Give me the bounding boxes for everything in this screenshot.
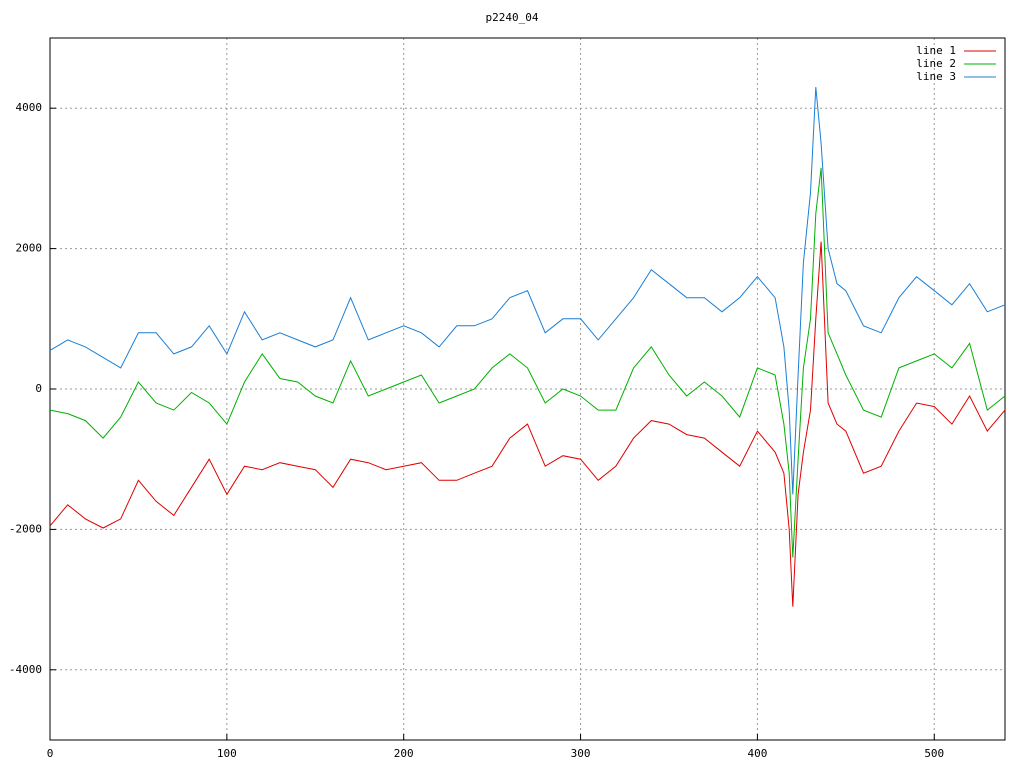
x-tick-label: 400	[747, 747, 767, 760]
plot-border	[49, 37, 1006, 741]
x-tick-label: 500	[924, 747, 944, 760]
data-line	[49, 87, 1006, 495]
x-tick-label: 100	[217, 747, 237, 760]
x-tick-label: 300	[571, 747, 591, 760]
legend-label: line 1	[916, 44, 956, 57]
y-tick-label: -2000	[9, 522, 42, 535]
y-tick-label: 4000	[16, 101, 43, 114]
y-tick-label: 2000	[16, 242, 43, 255]
x-tick-label: 0	[47, 747, 54, 760]
legend-label: line 3	[916, 70, 956, 83]
legend-label: line 2	[916, 57, 956, 70]
data-line	[49, 241, 1006, 607]
y-tick-label: -4000	[9, 663, 42, 676]
x-tick-label: 200	[394, 747, 414, 760]
data-line	[49, 167, 1006, 558]
chart-title: p2240_04	[486, 11, 539, 24]
y-tick-label: 0	[35, 382, 42, 395]
